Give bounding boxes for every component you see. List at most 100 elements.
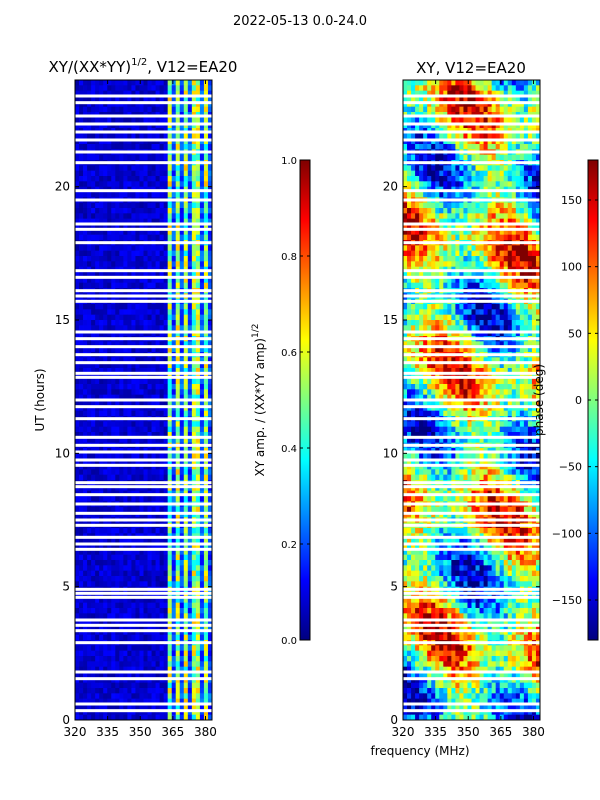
phase-cell: [443, 181, 448, 188]
phase-cell: [427, 122, 432, 129]
amp-cell: [83, 565, 88, 572]
amp-cell: [107, 469, 112, 476]
amp-cell: [123, 133, 128, 140]
phase-cell: [435, 133, 440, 140]
amp-cell: [203, 698, 209, 705]
amp-cell: [171, 80, 177, 86]
amp-cell: [191, 554, 197, 561]
amp-cell: [155, 565, 161, 572]
amp-cell: [163, 405, 169, 412]
amp-cell: [187, 698, 193, 705]
amp-cell: [115, 618, 120, 625]
amp-cell: [187, 277, 193, 284]
amp-cell: [79, 192, 84, 198]
amp-cell: [75, 272, 80, 278]
amp-cell: [195, 565, 201, 572]
amp-cell: [139, 96, 144, 102]
phase-cell: [483, 165, 489, 172]
amp-cell: [115, 693, 120, 700]
phase-cell: [491, 154, 497, 161]
amp-cell: [87, 650, 92, 657]
phase-cell: [443, 85, 448, 92]
phase-cell: [455, 101, 460, 108]
amp-cell: [127, 277, 132, 284]
phase-cell: [535, 106, 541, 113]
amp-cell: [155, 421, 161, 428]
phase-cell: [471, 85, 476, 92]
amp-cell: [199, 213, 205, 220]
amp-cell: [207, 592, 213, 598]
amp-cell: [163, 608, 169, 614]
amp-cell: [155, 714, 161, 721]
phase-cell: [519, 106, 525, 113]
amp-cell: [207, 506, 213, 513]
amp-cell: [147, 458, 152, 465]
amp-cell: [139, 208, 144, 214]
amp-cell: [155, 698, 161, 705]
phase-cell: [499, 96, 505, 102]
amp-cell: [95, 80, 100, 86]
phase-cell: [499, 85, 505, 92]
amp-cell: [183, 341, 189, 348]
amp-cell: [151, 602, 156, 609]
amp-cell: [79, 453, 84, 460]
amp-cell: [187, 224, 193, 230]
amp-cell: [179, 677, 185, 684]
amp-cell: [191, 96, 197, 102]
amp-cell: [199, 453, 205, 460]
amp-cell: [123, 368, 128, 374]
amp-cell: [131, 506, 136, 513]
amp-cell: [191, 325, 197, 332]
amp-cell: [179, 304, 185, 310]
phase-cell: [523, 101, 529, 108]
amp-cell: [175, 341, 181, 348]
amp-cell: [155, 474, 161, 481]
amp-cell: [203, 192, 209, 198]
amp-cell: [151, 672, 156, 678]
amp-cell: [195, 464, 201, 470]
amp-cell: [99, 453, 104, 460]
amp-cell: [123, 528, 128, 534]
amp-cell: [103, 208, 108, 214]
amp-cell: [119, 181, 124, 188]
amp-cell: [159, 144, 165, 150]
amp-cell: [203, 464, 209, 470]
phase-cell: [431, 133, 436, 140]
amp-cell: [143, 309, 148, 316]
amp-cell: [123, 709, 128, 716]
amp-cell: [159, 672, 165, 678]
amp-cell: [195, 682, 201, 689]
amp-cell: [207, 528, 213, 534]
amp-cell: [139, 560, 144, 566]
phase-cell: [487, 144, 493, 150]
amp-cell: [171, 645, 177, 652]
amp-cell: [111, 464, 116, 470]
amp-cell: [163, 421, 169, 428]
phase-cell: [483, 85, 489, 92]
amp-cell: [119, 80, 124, 86]
amp-cell: [167, 154, 173, 161]
amp-cell: [155, 618, 161, 625]
phase-cell: [411, 154, 416, 161]
amp-cell: [155, 544, 161, 550]
amp-cell: [187, 688, 193, 694]
amp-cell: [107, 138, 112, 145]
amp-cell: [107, 357, 112, 364]
amp-cell: [171, 464, 177, 470]
amp-cell: [199, 224, 205, 230]
amp-cell: [171, 576, 177, 582]
amp-cell: [187, 538, 193, 545]
amp-cell: [75, 629, 80, 636]
amp-cell: [91, 176, 96, 182]
phase-cell: [527, 80, 533, 86]
phase-cell: [531, 176, 537, 182]
phase-cell: [499, 122, 505, 129]
phase-cell: [455, 106, 460, 113]
amp-cell: [163, 709, 169, 716]
amp-cell: [115, 224, 120, 230]
amp-cell: [171, 528, 177, 534]
amp-cell: [183, 378, 189, 385]
amp-cell: [115, 672, 120, 678]
amp-cell: [147, 245, 152, 252]
amp-cell: [95, 357, 100, 364]
